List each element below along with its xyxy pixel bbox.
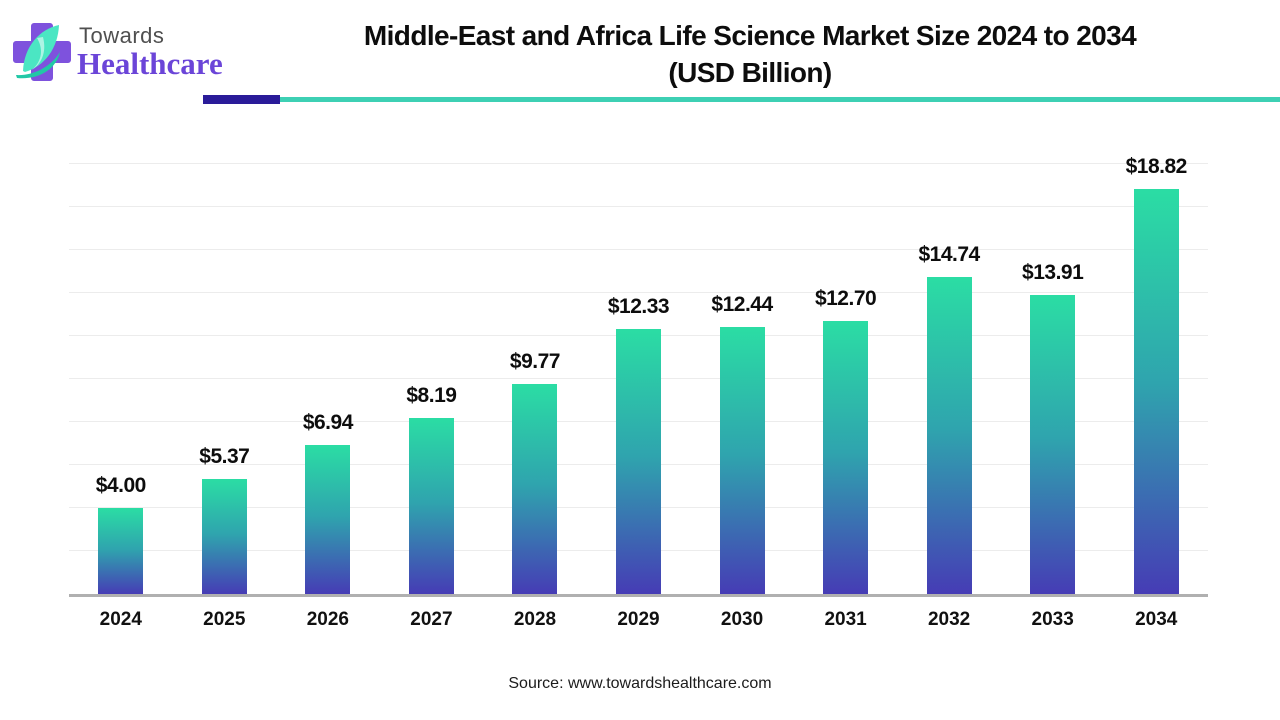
bar-2026 xyxy=(305,444,351,594)
x-axis-label: 2033 xyxy=(1031,609,1074,630)
bar-value-label: $13.91 xyxy=(1022,260,1084,284)
chart-title-line2: (USD Billion) xyxy=(668,57,832,88)
bar-2028 xyxy=(512,383,558,594)
bar-2029 xyxy=(616,328,661,594)
bar-value-label: $12.44 xyxy=(711,292,773,316)
bar-2024 xyxy=(98,508,144,594)
gridline xyxy=(69,206,1208,207)
x-axis-label: 2032 xyxy=(927,609,971,630)
x-axis-label: 2029 xyxy=(617,609,660,630)
bar-2032 xyxy=(926,277,972,594)
bar-value-label: $14.74 xyxy=(918,243,981,267)
leaf-vein xyxy=(32,37,45,70)
x-axis-label: 2026 xyxy=(306,609,349,630)
bar-value-label: $6.94 xyxy=(302,410,354,434)
bar-value-label: $18.82 xyxy=(1125,155,1188,179)
chart-title-line1: Middle-East and Africa Life Science Mark… xyxy=(363,20,1137,51)
leaf-swoosh-icon xyxy=(16,52,60,79)
bar-2030 xyxy=(719,326,765,594)
brand-name-bottom: Healthcare xyxy=(77,46,223,81)
x-axis-label: 2024 xyxy=(99,609,142,630)
bar-value-label: $12.33 xyxy=(607,294,670,318)
x-axis-labels: 2024 2025 2026 2027 2028 2029 2030 2031 2032 2033… xyxy=(69,609,1208,639)
brand-name-top: Towards xyxy=(79,23,165,48)
x-axis-label: 2031 xyxy=(824,609,867,630)
x-axis-label: 2034 xyxy=(1135,609,1178,630)
bar-value-label: $12.70 xyxy=(814,286,877,310)
bar-2034 xyxy=(1133,189,1179,594)
x-axis-line xyxy=(69,594,1208,597)
gridline xyxy=(69,163,1208,164)
source-text: Source: www.towardshealthcare.com xyxy=(508,675,772,692)
chart-title: Middle-East and Africa Life Science Mark… xyxy=(280,17,1220,91)
gridline xyxy=(69,249,1208,250)
header-rule-teal xyxy=(280,97,1280,102)
towards-healthcare-logo-icon xyxy=(13,23,71,81)
bar-2027 xyxy=(408,417,454,594)
bar-value-label: $5.37 xyxy=(199,444,250,468)
plot-area: $4.00 $5.37 $6.94 $8.19 $9.77 $12.33 $12.44 $12… xyxy=(69,155,1208,594)
bar-value-label: $9.77 xyxy=(509,349,561,373)
bar-value-label: $8.19 xyxy=(406,383,457,407)
bar-2033 xyxy=(1030,294,1076,594)
header-rule-purple xyxy=(203,95,280,104)
gridline xyxy=(69,292,1208,293)
bar-2031 xyxy=(823,320,869,594)
x-axis-label: 2030 xyxy=(720,609,764,630)
x-axis-label: 2025 xyxy=(203,609,246,630)
x-axis-label: 2028 xyxy=(513,609,557,630)
x-axis-label: 2027 xyxy=(410,609,453,630)
bar-value-label: $4.00 xyxy=(95,474,147,497)
bar-2025 xyxy=(201,478,247,594)
